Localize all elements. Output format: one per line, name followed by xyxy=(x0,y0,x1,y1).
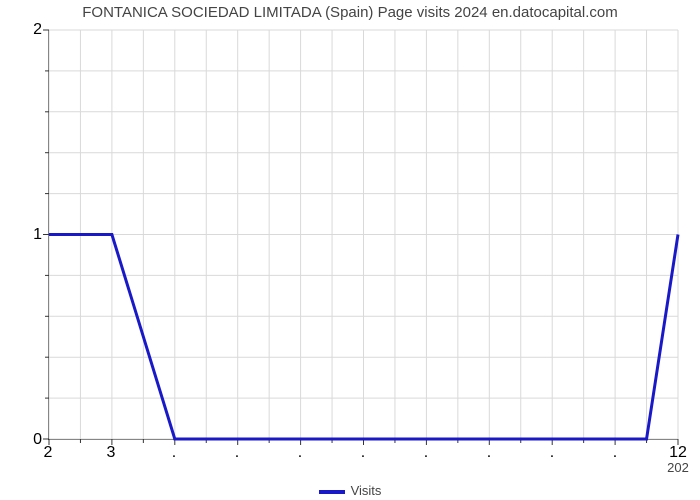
legend-label: Visits xyxy=(351,483,382,498)
x-tick-sublabel: 202 xyxy=(667,460,689,475)
x-tick-label-2: . xyxy=(172,444,176,462)
x-tick-label-1: 3 xyxy=(107,444,116,462)
visits-line-chart: FONTANICA SOCIEDAD LIMITADA (Spain) Page… xyxy=(0,0,700,500)
ticks-group xyxy=(43,30,678,445)
y-tick-label-1: 1 xyxy=(12,226,42,244)
x-tick-label-6: . xyxy=(424,444,428,462)
x-tick-label-7: . xyxy=(487,444,491,462)
x-tick-label-0: 2 xyxy=(44,444,53,462)
legend-swatch xyxy=(319,490,345,494)
x-tick-label-9: . xyxy=(613,444,617,462)
plot-svg xyxy=(49,30,678,439)
grid-group xyxy=(49,30,678,439)
x-tick-label-8: . xyxy=(550,444,554,462)
x-tick-label-5: . xyxy=(361,444,365,462)
x-tick-label-4: . xyxy=(298,444,302,462)
chart-title: FONTANICA SOCIEDAD LIMITADA (Spain) Page… xyxy=(0,4,700,21)
y-tick-label-0: 0 xyxy=(12,431,42,449)
x-tick-label-3: . xyxy=(235,444,239,462)
plot-area xyxy=(48,30,678,440)
y-tick-label-2: 2 xyxy=(12,21,42,39)
legend: Visits xyxy=(0,483,700,498)
